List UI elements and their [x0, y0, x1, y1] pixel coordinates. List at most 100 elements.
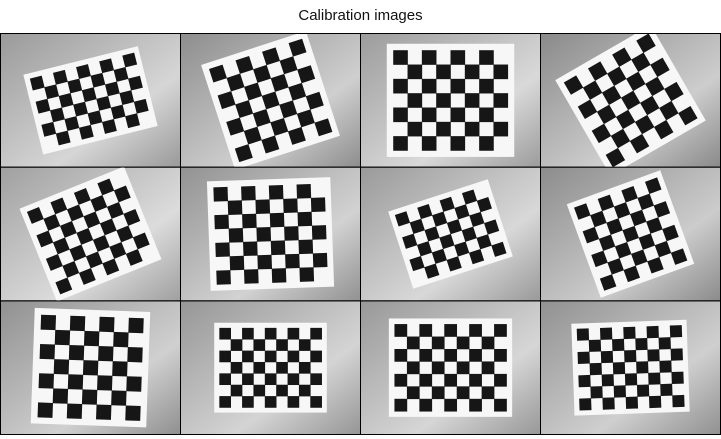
checker-square — [81, 389, 98, 405]
checker-square — [456, 386, 470, 400]
checker-square — [588, 339, 602, 352]
checker-square — [87, 110, 103, 126]
checker-square — [582, 226, 600, 244]
checker-square — [481, 336, 495, 350]
calibration-image-4 — [541, 34, 720, 167]
checker-square — [590, 386, 603, 399]
checker-square — [394, 398, 408, 412]
checker-square — [493, 121, 509, 137]
checker-square — [213, 186, 229, 202]
checker-square — [493, 64, 509, 80]
checker-square — [285, 253, 300, 269]
checker-square — [494, 398, 507, 412]
checker-square — [82, 360, 99, 376]
checker-square — [650, 57, 670, 78]
checker-square — [106, 202, 124, 219]
checker-square — [431, 248, 447, 264]
checker-square — [624, 350, 637, 363]
checker-square — [243, 269, 259, 284]
checker-square — [612, 47, 632, 67]
checker-square — [116, 225, 134, 243]
checker-square — [45, 253, 63, 271]
checker-square — [439, 196, 455, 212]
checker-square — [406, 336, 420, 350]
checker-square — [44, 84, 60, 100]
checker-square — [419, 398, 433, 412]
checker-square — [310, 197, 326, 213]
checker-square — [670, 248, 688, 265]
checker-square — [591, 123, 612, 144]
checker-square — [574, 203, 591, 220]
checker-square — [606, 218, 623, 235]
checker-square — [59, 221, 77, 238]
checker-square — [99, 58, 114, 74]
checker-square — [253, 384, 266, 397]
checker-square — [96, 95, 112, 111]
checker-square — [83, 330, 100, 347]
calibration-image-2 — [181, 34, 360, 167]
checker-square — [636, 361, 649, 374]
checker-square — [35, 98, 51, 114]
checker-square — [83, 211, 101, 229]
checker-square — [50, 197, 68, 215]
checker-square — [394, 373, 408, 387]
checker-square — [436, 121, 451, 137]
checker-square — [297, 65, 316, 84]
checker-square — [469, 398, 482, 412]
checker-square — [39, 343, 56, 360]
checker-square — [456, 361, 470, 375]
checker-square — [607, 258, 624, 275]
checker-square — [127, 347, 143, 363]
checker-square — [672, 394, 685, 408]
calibration-image-11 — [361, 301, 540, 434]
checker-square — [669, 325, 683, 338]
checker-square — [314, 118, 333, 137]
checker-square — [217, 91, 236, 110]
checker-square — [230, 339, 243, 351]
checker-square — [626, 71, 646, 92]
checker-square — [268, 184, 284, 200]
checker-square — [43, 214, 61, 231]
checker-square — [214, 214, 229, 230]
checker-square — [287, 396, 300, 408]
checker-square — [431, 361, 445, 375]
checker-square — [128, 75, 143, 91]
calibration-image-5 — [1, 167, 180, 301]
checker-square — [461, 189, 478, 205]
calibration-image-6 — [181, 167, 360, 301]
checker-square — [305, 91, 324, 110]
checker-square — [113, 185, 131, 203]
checker-square — [479, 107, 494, 123]
checker-square — [599, 327, 613, 340]
checker-square — [288, 82, 307, 101]
checker-square — [647, 349, 660, 362]
checker-square — [629, 133, 650, 154]
checker-square — [58, 93, 74, 108]
checker-square — [55, 277, 73, 295]
checker-square — [587, 61, 608, 81]
checker-square — [417, 203, 433, 220]
checker-square — [62, 260, 80, 278]
checker-square — [219, 396, 231, 408]
checker-square — [67, 374, 84, 390]
checker-square — [613, 385, 627, 398]
checker-square — [646, 217, 663, 234]
checker-square — [311, 225, 327, 240]
checker-square — [287, 327, 300, 340]
checker-square — [262, 47, 280, 66]
checker-square — [393, 136, 408, 151]
checker-square — [444, 373, 458, 387]
checker-square — [276, 384, 288, 397]
checker-square — [610, 128, 631, 149]
checker-square — [215, 242, 230, 258]
checker-square — [270, 73, 289, 92]
checker-square — [128, 317, 144, 334]
checker-square — [235, 55, 254, 74]
checkerboard — [555, 34, 706, 167]
checker-square — [613, 202, 631, 219]
checker-square — [476, 197, 492, 213]
checker-square — [612, 362, 626, 375]
checker-square — [659, 360, 672, 373]
checker-square — [469, 373, 482, 387]
checker-square — [66, 403, 83, 419]
